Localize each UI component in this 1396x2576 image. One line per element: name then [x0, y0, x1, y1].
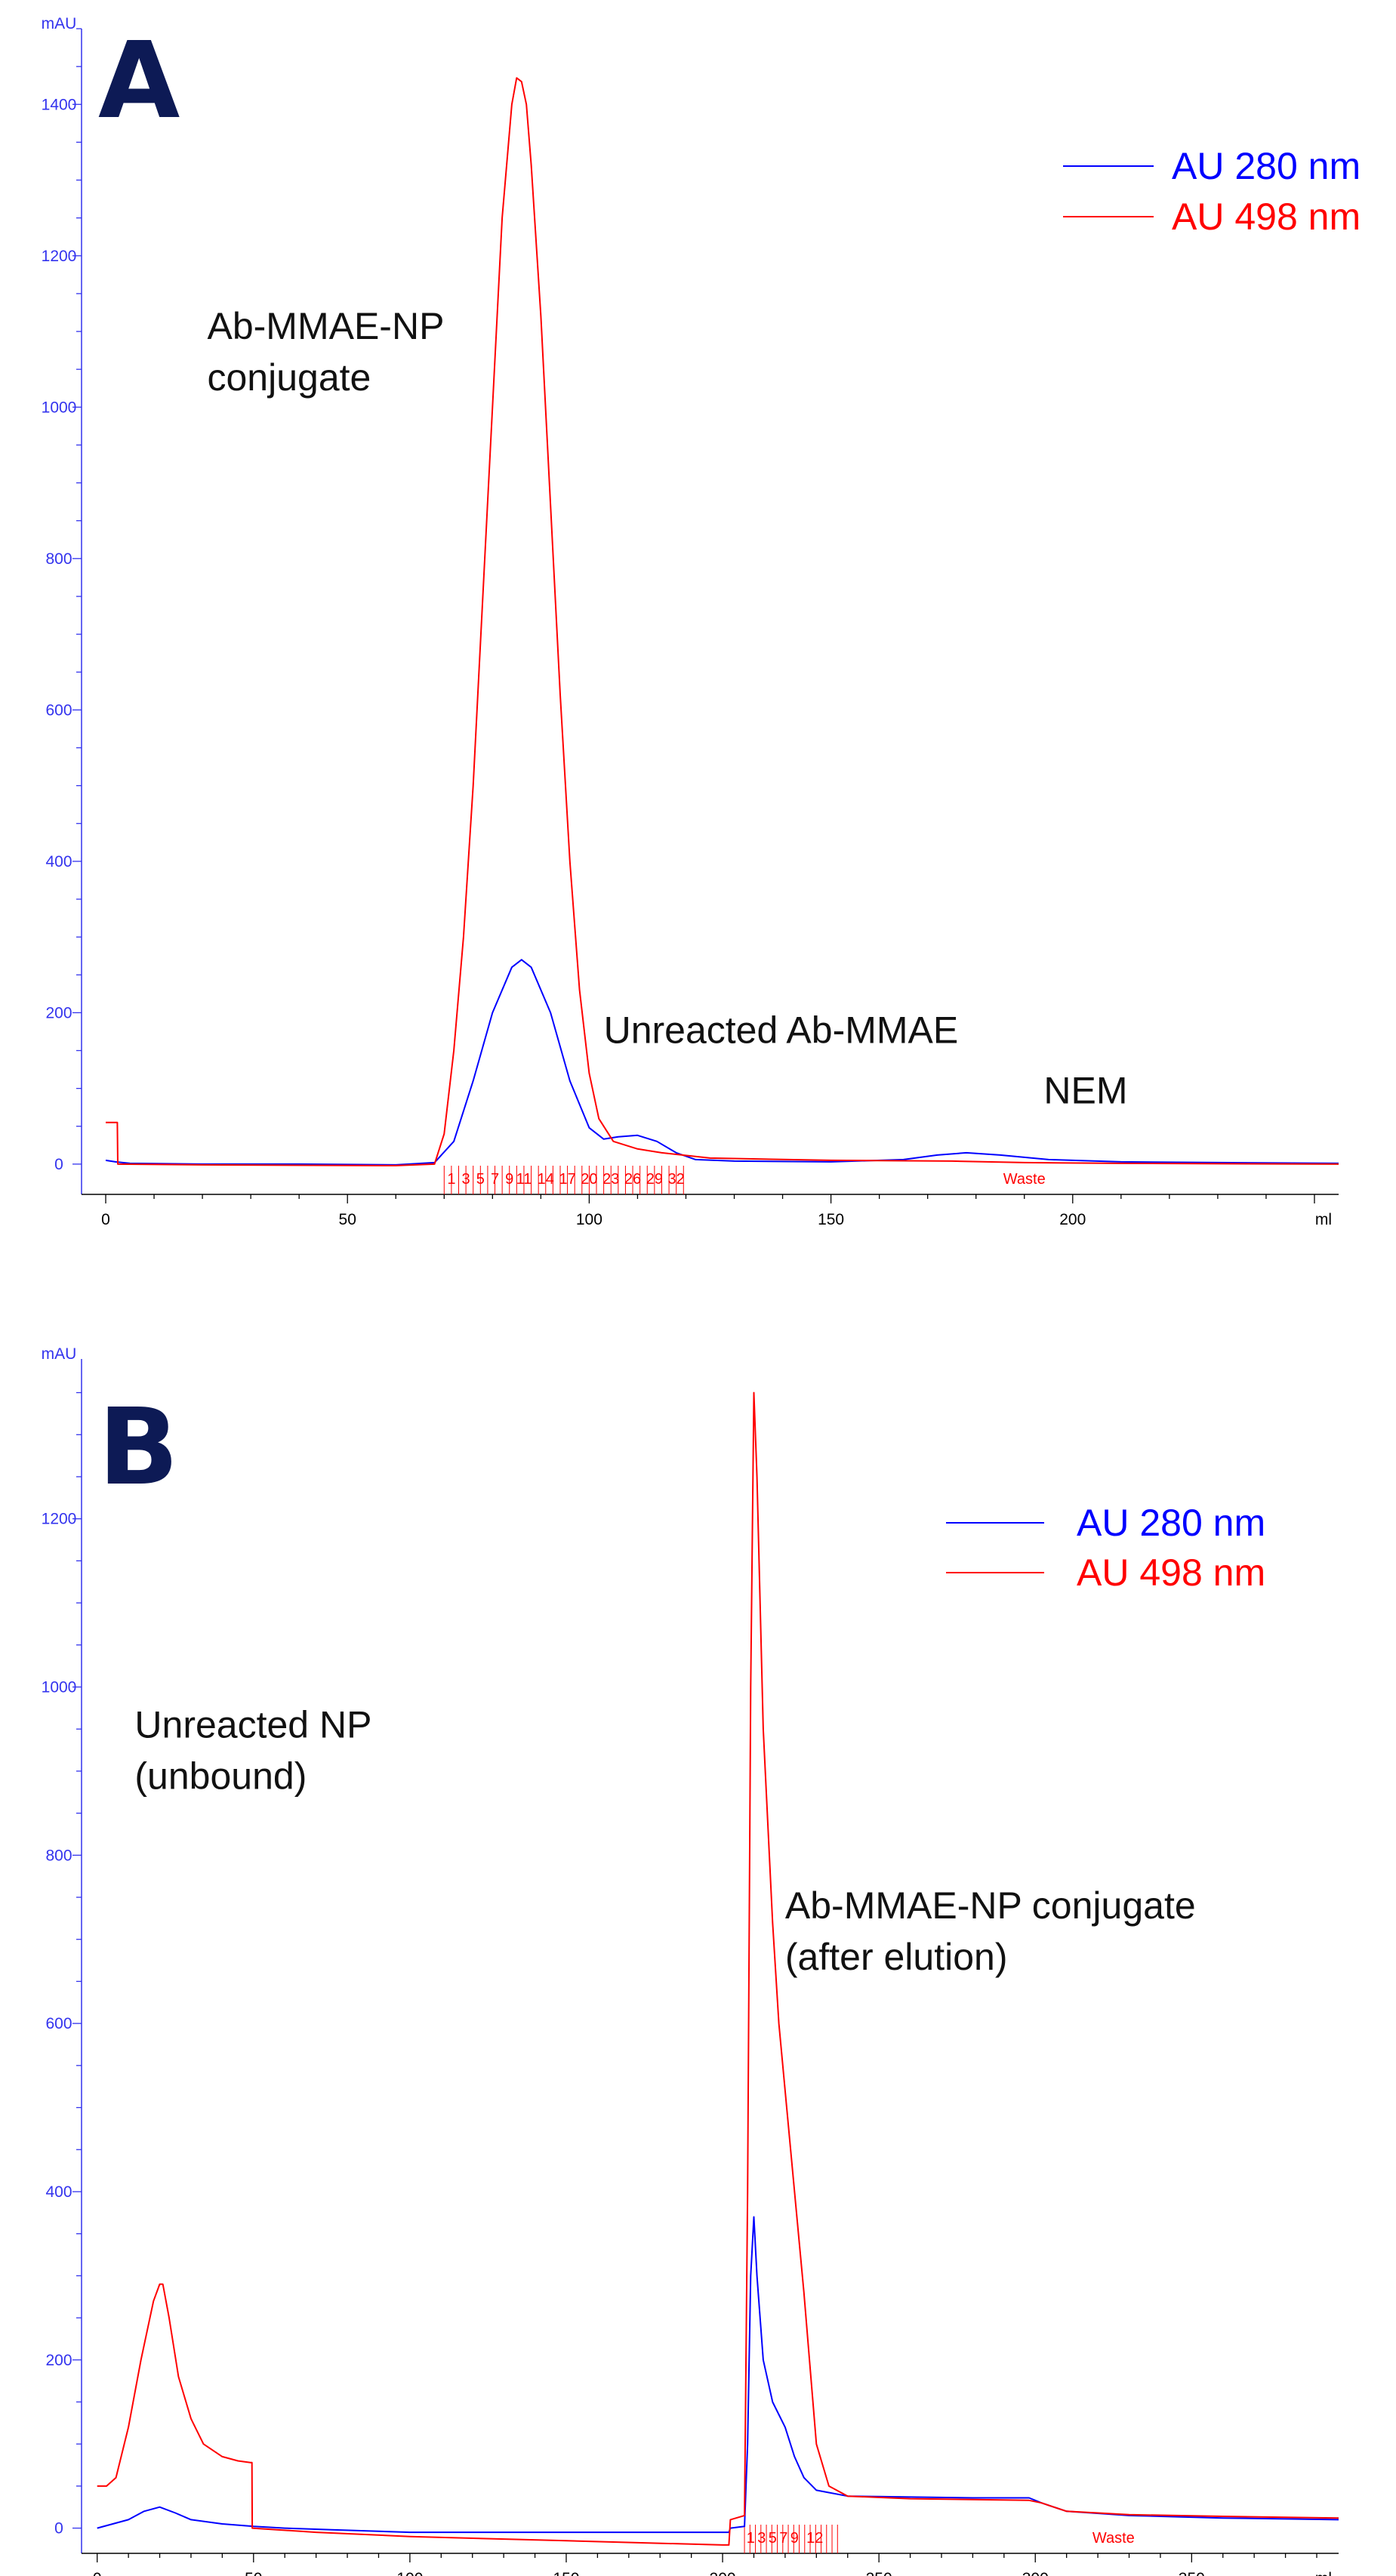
p1-annotation-line: (unbound): [134, 1755, 307, 1797]
p0-fraction-label: 26: [624, 1171, 641, 1188]
p0-series-line-au498: [106, 77, 1339, 1166]
p1-series-line-au498: [97, 1391, 1339, 2546]
p1-annotation: Ab-MMAE-NP conjugate (after elution): [785, 1884, 1196, 1978]
p0-annotation: Unreacted Ab-MMAE: [604, 1009, 959, 1051]
p0-fraction-label: 3: [462, 1171, 470, 1188]
p0-y-tick-label: 600: [45, 701, 72, 719]
p1-x-tick-label: 300: [1022, 2570, 1049, 2576]
p0-legend-label: AU 498 nm: [1172, 196, 1361, 238]
p1-fraction-label: 1: [747, 2530, 755, 2547]
p1-x-tick-label: 50: [245, 2570, 262, 2576]
p0-annotation-line: conjugate: [208, 356, 371, 399]
p1-y-tick-label: 1200: [42, 1511, 77, 1528]
p0-fraction-label: 23: [602, 1171, 619, 1188]
p0-x-tick-label: 150: [818, 1211, 844, 1228]
p1-legend-label: AU 280 nm: [1077, 1502, 1265, 1544]
p0-panel-letter: A: [98, 20, 180, 143]
p1-fraction-label: 3: [757, 2530, 766, 2547]
p0-waste-label: Waste: [1003, 1171, 1046, 1188]
p0-y-unit-label: mAU: [42, 15, 77, 32]
p1-y-tick-label: 600: [45, 2015, 72, 2032]
p0-y-tick-label: 1400: [42, 96, 77, 113]
p0-y-tick-label: 1200: [42, 248, 77, 265]
p0-fraction-label: 9: [505, 1171, 513, 1188]
p0-y-tick-label: 0: [54, 1156, 63, 1173]
p1-x-tick-label: 250: [866, 2570, 892, 2576]
p0-fraction-label: 11: [516, 1171, 532, 1188]
chart-panel-b: mAU 0 200 400 600 800 1000 1200 0 50 100 150 200 250 3…: [42, 1345, 1339, 2576]
p1-x-tick-label: 0: [93, 2570, 102, 2576]
p1-legend-label: AU 498 nm: [1077, 1551, 1265, 1594]
p1-x-tick-label: 350: [1179, 2570, 1205, 2576]
p1-waste-label: Waste: [1092, 2530, 1135, 2547]
p0-x-unit-label: ml: [1315, 1211, 1332, 1228]
p1-annotation: Unreacted NP (unbound): [134, 1703, 371, 1797]
p0-fraction-label: 7: [491, 1171, 499, 1188]
p1-y-tick-label: 400: [45, 2183, 72, 2201]
p1-y-tick-label: 800: [45, 1847, 72, 1864]
p0-fraction-label: 29: [646, 1171, 663, 1188]
p0-annotation: NEM: [1043, 1070, 1127, 1112]
p0-y-tick-label: 800: [45, 550, 72, 568]
chart-panel-a: mAU 0 200 400 600 800 1000 1200 1400 0 50 100 150 200…: [42, 15, 1361, 1228]
p0-annotation-line: Ab-MMAE-NP: [208, 305, 445, 347]
p1-y-tick-label: 200: [45, 2352, 72, 2369]
p1-series-line-au280: [97, 2216, 1339, 2534]
p0-fraction-label: 32: [668, 1171, 685, 1188]
p1-y-unit-label: mAU: [42, 1345, 77, 1363]
p0-y-tick-label: 400: [45, 853, 72, 870]
p0-annotation: Ab-MMAE-NP conjugate: [208, 305, 445, 399]
p1-x-tick-label: 100: [396, 2570, 423, 2576]
p0-legend-label: AU 280 nm: [1172, 145, 1361, 187]
p1-annotation-line: Unreacted NP: [134, 1703, 371, 1746]
p1-x-unit-label: ml: [1315, 2570, 1332, 2576]
p1-y-tick-label: 1000: [42, 1678, 77, 1696]
p1-x-tick-label: 200: [710, 2570, 736, 2576]
p1-fraction-label: 5: [769, 2530, 777, 2547]
p1-y-tick-label: 0: [54, 2520, 63, 2537]
p0-y-tick-label: 1000: [42, 399, 77, 416]
p0-x-tick-label: 200: [1059, 1211, 1086, 1228]
p1-fraction-label: 12: [806, 2530, 823, 2547]
p0-x-tick-label: 0: [101, 1211, 110, 1228]
p0-fraction-label: 20: [581, 1171, 597, 1188]
p0-annotation-line: NEM: [1043, 1070, 1127, 1112]
p0-fraction-label: 5: [476, 1171, 485, 1188]
p0-annotation-line: Unreacted Ab-MMAE: [604, 1009, 959, 1051]
p0-fraction-label: 17: [559, 1171, 575, 1188]
p1-fraction-label: 9: [790, 2530, 799, 2547]
p1-annotation-line: (after elution): [785, 1936, 1008, 1978]
p0-series-line-au280: [105, 959, 1339, 1166]
p1-annotation-line: Ab-MMAE-NP conjugate: [785, 1884, 1196, 1927]
p1-panel-letter: B: [98, 1386, 179, 1509]
p0-y-tick-label: 200: [45, 1004, 72, 1021]
p1-fraction-label: 7: [779, 2530, 787, 2547]
p0-x-tick-label: 100: [576, 1211, 602, 1228]
p0-fraction-label: 1: [447, 1171, 455, 1188]
p0-x-tick-label: 50: [339, 1211, 356, 1228]
p0-fraction-label: 14: [538, 1171, 554, 1188]
p1-x-tick-label: 150: [553, 2570, 579, 2576]
